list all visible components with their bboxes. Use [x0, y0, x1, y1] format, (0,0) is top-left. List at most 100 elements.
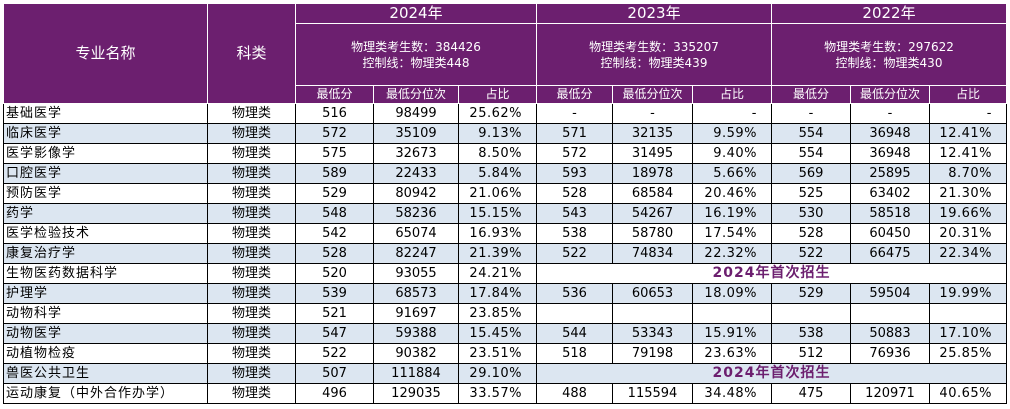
- y24-min-score-cell: 589: [295, 163, 374, 184]
- y24-ratio-cell: 29.10%: [458, 363, 537, 384]
- y23-ratio-cell: 16.19%: [692, 203, 772, 224]
- y22-min-rank-cell: 60450: [850, 223, 930, 244]
- y22-min-score-cell: 529: [771, 283, 851, 304]
- y24-ratio-cell: 5.84%: [458, 163, 537, 184]
- category-cell: 物理类: [207, 183, 296, 204]
- header-year-2023: 2023年: [536, 3, 772, 24]
- examinee-count-2023: 物理类考生数：335207: [589, 39, 719, 54]
- y23-ratio-cell: 9.40%: [692, 143, 772, 164]
- sub-min-2022: 最低分: [771, 85, 851, 104]
- category-cell: 物理类: [207, 223, 296, 244]
- y23-min-rank-cell: 32135: [612, 123, 693, 144]
- y24-ratio-cell: 15.45%: [458, 323, 537, 344]
- major-name-cell: 药学: [3, 203, 208, 224]
- y22-ratio-cell: 19.99%: [929, 283, 1007, 304]
- y24-min-score-cell: 547: [295, 323, 374, 344]
- major-name-cell: 口腔医学: [3, 163, 208, 184]
- y22-min-rank-cell: 25895: [850, 163, 930, 184]
- table-body: 基础医学 物理类 516 98499 25.62% - - - - - - 临床医学 物理类 572 351…: [3, 103, 1007, 404]
- y24-min-rank-cell: 93055: [373, 263, 459, 284]
- sub-rank-2024: 最低分位次: [373, 85, 459, 104]
- header-year-2022: 2022年: [771, 3, 1007, 24]
- major-name-cell: 医学影像学: [3, 143, 208, 164]
- y23-ratio-cell: 20.46%: [692, 183, 772, 204]
- y23-min-rank-cell: 60653: [612, 283, 693, 304]
- y23-min-rank-cell: 53343: [612, 323, 693, 344]
- table-row: 康复治疗学 物理类 528 82247 21.39% 522 74834 22.32% 522 6…: [3, 243, 1007, 264]
- major-name-cell: 医学检验技术: [3, 223, 208, 244]
- y22-min-score-cell: 522: [771, 243, 851, 264]
- y22-ratio-cell: 25.85%: [929, 343, 1007, 364]
- y22-ratio-cell: 8.70%: [929, 163, 1007, 184]
- y22-min-rank-cell: 58518: [850, 203, 930, 224]
- category-cell: 物理类: [207, 103, 296, 124]
- category-cell: 物理类: [207, 383, 296, 404]
- y23-min-rank-cell: 18978: [612, 163, 693, 184]
- y22-ratio-cell: 12.41%: [929, 143, 1007, 164]
- y24-min-score-cell: 521: [295, 303, 374, 324]
- y24-min-score-cell: 522: [295, 343, 374, 364]
- y24-ratio-cell: 17.84%: [458, 283, 537, 304]
- y23-min-rank-cell: 31495: [612, 143, 693, 164]
- y23-ratio-cell: 15.91%: [692, 323, 772, 344]
- table-row: 医学检验技术 物理类 542 65074 16.93% 538 58780 17.54% 528…: [3, 223, 1007, 244]
- y24-ratio-cell: 24.21%: [458, 263, 537, 284]
- y23-min-rank-cell: 58780: [612, 223, 693, 244]
- y23-min-score-cell: 536: [536, 283, 613, 304]
- category-cell: 物理类: [207, 323, 296, 344]
- y24-min-score-cell: 529: [295, 183, 374, 204]
- y22-min-rank-cell: 63402: [850, 183, 930, 204]
- y24-min-rank-cell: 80942: [373, 183, 459, 204]
- category-cell: 物理类: [207, 123, 296, 144]
- header-year-2024: 2024年: [295, 3, 537, 24]
- y23-min-score-cell: 538: [536, 223, 613, 244]
- y22-min-score-cell: 554: [771, 123, 851, 144]
- major-name-cell: 运动康复（中外合作办学）: [3, 383, 208, 404]
- category-cell: 物理类: [207, 243, 296, 264]
- y24-min-rank-cell: 68573: [373, 283, 459, 304]
- first-enrollment-note: 2024年首次招生: [536, 363, 1007, 384]
- examinee-count-2024: 物理类考生数：384426: [351, 39, 481, 54]
- sub-ratio-2024: 占比: [458, 85, 537, 104]
- major-name-cell: 康复治疗学: [3, 243, 208, 264]
- major-name-cell: 生物医药数据科学: [3, 263, 208, 284]
- major-name-cell: 预防医学: [3, 183, 208, 204]
- sub-ratio-2023: 占比: [692, 85, 772, 104]
- header-major: 专业名称: [3, 3, 208, 104]
- y23-ratio-cell: 18.09%: [692, 283, 772, 304]
- y23-min-score-cell: -: [536, 103, 613, 124]
- y24-min-rank-cell: 22433: [373, 163, 459, 184]
- y24-ratio-cell: 23.51%: [458, 343, 537, 364]
- y22-ratio-cell: 19.66%: [929, 203, 1007, 224]
- header-category: 科类: [207, 3, 296, 104]
- y24-min-rank-cell: 98499: [373, 103, 459, 124]
- y22-ratio-cell: -: [929, 103, 1007, 124]
- table-row: 生物医药数据科学 物理类 520 93055 24.21% 2024年首次招生: [3, 263, 1007, 284]
- category-cell: 物理类: [207, 143, 296, 164]
- category-cell: 物理类: [207, 163, 296, 184]
- y22-min-rank-cell: 66475: [850, 243, 930, 264]
- control-line-2023: 控制线：物理类439: [600, 55, 708, 70]
- y24-min-score-cell: 507: [295, 363, 374, 384]
- y23-ratio-cell: [692, 303, 772, 324]
- y24-min-rank-cell: 35109: [373, 123, 459, 144]
- y22-min-score-cell: 475: [771, 383, 851, 404]
- y24-ratio-cell: 15.15%: [458, 203, 537, 224]
- y23-min-score-cell: 488: [536, 383, 613, 404]
- y23-min-rank-cell: -: [612, 103, 693, 124]
- table-row: 护理学 物理类 539 68573 17.84% 536 60653 18.09% 529 595…: [3, 283, 1007, 304]
- y23-min-score-cell: [536, 303, 613, 324]
- y24-min-rank-cell: 32673: [373, 143, 459, 164]
- y22-min-rank-cell: 36948: [850, 123, 930, 144]
- y24-min-score-cell: 539: [295, 283, 374, 304]
- header-info-2022: 物理类考生数：297622 控制线：物理类430: [771, 23, 1007, 86]
- table-row: 药学 物理类 548 58236 15.15% 543 54267 16.19% 530 5851…: [3, 203, 1007, 224]
- sub-min-2024: 最低分: [295, 85, 374, 104]
- y22-min-rank-cell: [850, 303, 930, 324]
- y23-ratio-cell: 23.63%: [692, 343, 772, 364]
- major-name-cell: 动物医学: [3, 323, 208, 344]
- y23-min-score-cell: 543: [536, 203, 613, 224]
- y23-ratio-cell: 22.32%: [692, 243, 772, 264]
- y22-min-rank-cell: 76936: [850, 343, 930, 364]
- y24-ratio-cell: 9.13%: [458, 123, 537, 144]
